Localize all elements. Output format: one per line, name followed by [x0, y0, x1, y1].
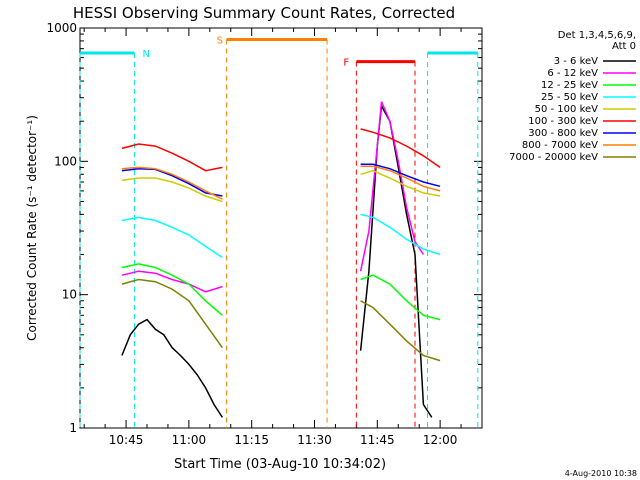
series-line — [121, 167, 223, 197]
legend-label: 25 - 50 keV — [541, 92, 598, 103]
series-line — [121, 270, 223, 293]
series-line — [121, 216, 223, 259]
x-tick-label: 11:30 — [297, 433, 332, 447]
x-axis-label: Start Time (03-Aug-10 10:34:02) — [174, 457, 386, 472]
x-tick-label: 12:00 — [423, 433, 458, 447]
legend-label: 100 - 300 keV — [528, 116, 598, 127]
legend-label: 50 - 100 keV — [535, 104, 599, 115]
y-tick-label: 10 — [62, 288, 77, 302]
y-axis-label: Corrected Count Rate (s⁻¹ detector⁻¹) — [25, 115, 39, 341]
series-line — [121, 177, 223, 203]
series-line — [360, 300, 441, 362]
series-line — [121, 278, 224, 349]
legend-label: 800 - 7000 keV — [522, 140, 598, 151]
series-line — [360, 274, 441, 321]
series-line — [121, 318, 224, 418]
flag-label-S: S — [217, 35, 223, 46]
flag-label-N: N — [142, 49, 149, 60]
legend-label: 6 - 12 keV — [547, 68, 598, 79]
y-tick-label: 1 — [69, 421, 77, 435]
x-tick-label: 10:45 — [109, 433, 144, 447]
legend-label: 7000 - 20000 keV — [509, 152, 598, 163]
y-tick-label: 1000 — [46, 21, 77, 35]
chart-title: HESSI Observing Summary Count Rates, Cor… — [73, 4, 455, 22]
series-line — [359, 101, 425, 272]
x-tick-label: 11:15 — [234, 433, 269, 447]
series-line — [121, 166, 223, 200]
legend-label: 12 - 25 keV — [541, 80, 598, 91]
series-line — [121, 143, 223, 172]
timestamp: 4-Aug-2010 10:38 — [565, 469, 637, 478]
legend-label: 3 - 6 keV — [554, 56, 598, 67]
flag-label-F: F — [343, 58, 349, 69]
flag-bars: N S F — [79, 35, 479, 428]
series-line — [360, 165, 441, 192]
series-line — [360, 163, 441, 188]
series-line — [121, 263, 223, 316]
series-lines — [121, 101, 441, 418]
y-tick-label: 100 — [54, 154, 77, 168]
legend-header: Det 1,3,4,5,6,9, — [558, 30, 636, 41]
x-tick-label: 11:45 — [360, 433, 395, 447]
x-tick-label: 11:00 — [172, 433, 207, 447]
series-line — [360, 213, 441, 256]
axes: 10:45 11:00 11:15 11:30 11:45 12:00 1 10 100 1000 — [46, 21, 482, 447]
series-line — [360, 128, 441, 169]
legend-label: 300 - 800 keV — [528, 128, 598, 139]
series-line — [360, 169, 441, 197]
legend-header: Att 0 — [612, 41, 636, 52]
